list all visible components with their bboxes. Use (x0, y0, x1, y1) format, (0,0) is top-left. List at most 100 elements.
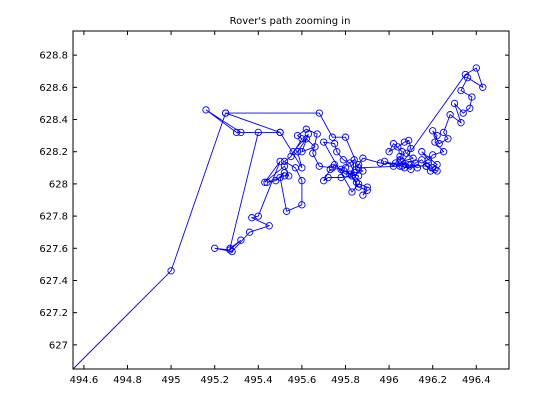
axis-ticks: 494.6 494.8 495 495.2 495.4 495.6 495.8 496 496.… (39, 31, 509, 386)
y-tick-label: 627.6 (39, 244, 68, 255)
data-point-marker (211, 244, 219, 252)
data-point-marker (394, 143, 402, 151)
data-point-marker (418, 156, 426, 164)
data-point-marker (446, 111, 454, 119)
x-tick-label: 494.8 (113, 375, 142, 386)
data-point-marker (468, 93, 476, 101)
data-point-marker (328, 164, 337, 172)
data-point-marker (400, 138, 409, 146)
data-point-marker (381, 157, 389, 166)
data-point-marker (280, 157, 289, 166)
data-point-marker (398, 148, 406, 156)
data-point-marker (248, 214, 256, 222)
data-point-marker (298, 135, 306, 143)
data-point-marker (350, 168, 358, 177)
data-point-marker (263, 178, 271, 186)
x-tick-label: 495.8 (331, 375, 360, 386)
data-point-marker (302, 125, 310, 133)
y-tick-label: 628.4 (39, 115, 68, 126)
data-point-marker (354, 160, 363, 169)
data-point-marker (405, 136, 413, 145)
data-point-marker (352, 178, 361, 186)
data-point-marker (466, 104, 474, 112)
data-point-marker (411, 159, 419, 167)
data-point-marker (337, 165, 345, 174)
data-point-marker (341, 133, 350, 141)
data-point-marker (237, 128, 245, 137)
data-point-marker (309, 149, 317, 157)
data-point-marker (298, 164, 306, 172)
data-point-marker (439, 128, 448, 137)
data-point-marker (167, 267, 175, 275)
data-point-marker (459, 109, 467, 117)
data-point-marker (280, 172, 289, 180)
data-point-marker (463, 74, 472, 82)
x-tick-label: 495.2 (200, 375, 229, 386)
data-point-marker (313, 130, 321, 138)
data-point-marker (330, 140, 339, 148)
data-point-marker (272, 177, 280, 185)
x-tick-label: 496.2 (418, 375, 447, 386)
data-point-marker (320, 138, 328, 146)
data-point-marker (346, 159, 354, 167)
data-point-marker (302, 135, 310, 143)
data-point-marker (287, 152, 295, 161)
data-point-marker (298, 201, 306, 209)
y-tick-label: 627.4 (39, 276, 68, 287)
data-point-marker (359, 167, 367, 175)
data-point-marker (354, 183, 363, 191)
y-tick-label: 627 (49, 340, 68, 351)
data-point-marker (289, 148, 297, 156)
data-point-marker (431, 138, 439, 146)
x-tick-label: 496 (380, 375, 399, 386)
data-point-marker (346, 170, 354, 178)
data-point-marker (413, 164, 422, 172)
x-tick-label: 496.4 (462, 375, 491, 386)
data-point-marker (245, 228, 254, 236)
data-point-marker (385, 148, 393, 156)
data-point-marker (407, 144, 415, 153)
data-point-marker (226, 244, 234, 252)
data-point-marker (409, 154, 417, 162)
data-point-marker (363, 183, 371, 191)
data-point-marker (232, 128, 241, 137)
data-point-marker (276, 128, 284, 137)
data-point-marker (311, 143, 319, 151)
data-point-marker (429, 127, 437, 135)
data-point-marker (435, 140, 443, 148)
data-point-marker (359, 154, 367, 162)
data-point-marker (254, 212, 262, 220)
data-point-marker (472, 64, 480, 72)
data-point-marker (328, 133, 337, 141)
y-tick-label: 628.6 (39, 83, 68, 94)
data-point-marker (285, 172, 293, 180)
plot-frame (72, 30, 510, 370)
data-point-marker (341, 170, 350, 178)
data-point-marker (402, 149, 411, 157)
x-tick-label: 495.4 (244, 375, 273, 386)
plot-area (73, 31, 509, 369)
data-point-marker (315, 162, 323, 170)
y-tick-label: 628 (49, 179, 68, 190)
x-tick-label: 495.6 (288, 375, 317, 386)
data-point-marker (315, 109, 323, 117)
data-point-marker (407, 165, 415, 174)
data-point-marker (429, 151, 437, 159)
data-point-marker (276, 157, 284, 166)
rover-path-markers (167, 64, 487, 275)
data-point-marker (237, 236, 245, 244)
data-point-marker (254, 128, 262, 137)
x-tick-label: 495 (162, 375, 181, 386)
data-point-marker (418, 148, 426, 156)
data-point-marker (363, 186, 371, 194)
data-point-marker (293, 148, 302, 156)
x-tick-label: 494.6 (70, 375, 99, 386)
data-point-marker (304, 130, 313, 138)
data-point-marker (354, 180, 363, 188)
y-tick-label: 627.8 (39, 212, 68, 223)
y-tick-label: 627.2 (39, 308, 68, 319)
data-point-marker (333, 148, 341, 156)
data-point-marker (261, 178, 269, 186)
data-point-marker (439, 148, 448, 156)
